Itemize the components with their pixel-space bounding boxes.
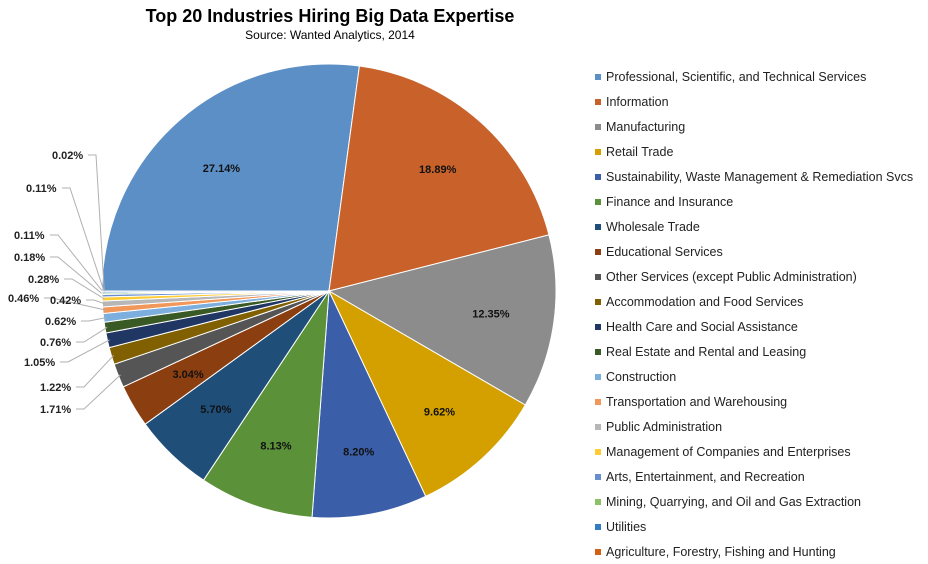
legend-label: Wholesale Trade [606,220,700,234]
legend-swatch [595,174,601,180]
leader-line [81,318,106,321]
legend-label: Arts, Entertainment, and Recreation [606,470,805,484]
legend-label: Public Administration [606,420,722,434]
legend-label: Sustainability, Waste Management & Remed… [606,170,913,184]
legend-label: Management of Companies and Enterprises [606,445,851,459]
legend-item: Manufacturing [595,114,913,139]
legend-swatch [595,99,601,105]
data-label: 1.05% [24,357,55,369]
legend-item: Public Administration [595,414,913,439]
legend-swatch [595,424,601,430]
legend-swatch [595,299,601,305]
pie-slice [102,64,359,291]
data-label: 0.76% [40,337,71,349]
leader-line [76,355,114,387]
legend-label: Agriculture, Forestry, Fishing and Hunti… [606,545,836,559]
data-label: 0.46% [8,293,39,305]
leader-line [62,188,104,292]
legend-item: Real Estate and Rental and Leasing [595,339,913,364]
legend-label: Accommodation and Food Services [606,295,803,309]
data-label: 8.20% [343,447,374,459]
legend-label: Real Estate and Rental and Leasing [606,345,806,359]
legend-label: Manufacturing [606,120,685,134]
legend-label: Professional, Scientific, and Technical … [606,70,866,84]
legend-label: Transportation and Warehousing [606,395,787,409]
leader-line [76,327,107,342]
legend-swatch [595,524,601,530]
legend-label: Retail Trade [606,145,673,159]
legend-label: Construction [606,370,676,384]
legend-swatch [595,274,601,280]
data-label: 0.11% [26,183,57,195]
legend-swatch [595,249,601,255]
legend-item: Other Services (except Public Administra… [595,264,913,289]
leader-line [76,375,120,409]
legend-item: Sustainability, Waste Management & Remed… [595,164,913,189]
legend-swatch [595,324,601,330]
legend-item: Wholesale Trade [595,214,913,239]
legend-swatch [595,199,601,205]
data-label: 18.89% [419,164,457,176]
legend-item: Agriculture, Forestry, Fishing and Hunti… [595,539,913,564]
legend-item: Information [595,89,913,114]
legend-label: Educational Services [606,245,723,259]
legend-swatch [595,474,601,480]
legend-swatch [595,349,601,355]
data-label: 0.18% [14,252,45,264]
data-label: 5.70% [200,404,231,416]
data-label: 0.28% [28,274,59,286]
legend-item: Finance and Insurance [595,189,913,214]
data-label: 0.62% [45,316,76,328]
legend-swatch [595,124,601,130]
legend: Professional, Scientific, and Technical … [595,64,913,564]
data-label: 1.71% [40,404,71,416]
data-label: 0.02% [52,150,83,162]
legend-item: Educational Services [595,239,913,264]
legend-swatch [595,549,601,555]
legend-item: Mining, Quarrying, and Oil and Gas Extra… [595,489,913,514]
legend-swatch [595,399,601,405]
legend-swatch [595,499,601,505]
legend-item: Utilities [595,514,913,539]
legend-label: Health Care and Social Assistance [606,320,798,334]
legend-label: Other Services (except Public Administra… [606,270,857,284]
legend-item: Retail Trade [595,139,913,164]
leader-line [88,155,104,291]
data-label: 1.22% [40,382,71,394]
legend-item: Accommodation and Food Services [595,289,913,314]
legend-label: Finance and Insurance [606,195,733,209]
legend-swatch [595,74,601,80]
legend-item: Professional, Scientific, and Technical … [595,64,913,89]
legend-label: Mining, Quarrying, and Oil and Gas Extra… [606,495,861,509]
legend-label: Utilities [606,520,646,534]
data-label: 0.11% [14,230,45,242]
legend-swatch [595,149,601,155]
legend-swatch [595,374,601,380]
data-label: 8.13% [260,441,291,453]
data-label: 3.04% [173,369,204,381]
data-label: 9.62% [424,406,455,418]
legend-item: Arts, Entertainment, and Recreation [595,464,913,489]
data-label: 27.14% [203,163,241,175]
data-label: 0.42% [50,295,81,307]
legend-item: Health Care and Social Assistance [595,314,913,339]
legend-label: Information [606,95,669,109]
legend-item: Transportation and Warehousing [595,389,913,414]
data-label: 12.35% [472,309,510,321]
legend-item: Construction [595,364,913,389]
legend-swatch [595,224,601,230]
legend-item: Management of Companies and Enterprises [595,439,913,464]
legend-swatch [595,449,601,455]
